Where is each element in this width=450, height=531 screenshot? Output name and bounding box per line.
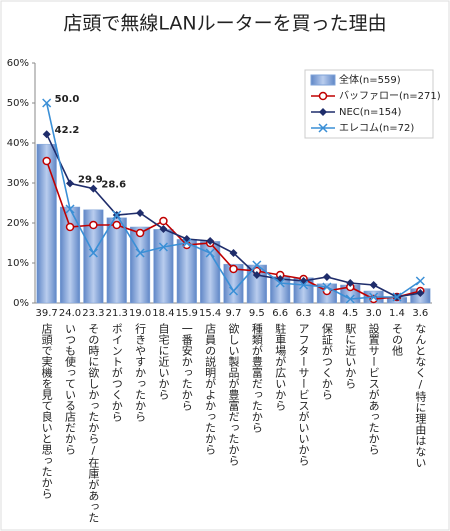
marker [322, 273, 331, 281]
marker [89, 184, 98, 193]
marker [299, 280, 309, 290]
x-tick-label: 店員の説明がよかったから [204, 322, 217, 455]
value-label: 29.9 [78, 174, 103, 185]
bar-value-label: 9.7 [226, 308, 242, 319]
marker [275, 278, 285, 288]
x-tick-label: 行きやすかったから [134, 323, 147, 422]
legend-label: NEC(n=154) [339, 107, 401, 118]
bar-value-label: 18.4 [152, 308, 174, 319]
y-tick-label: 10% [7, 258, 29, 269]
bar-value-label: 9.5 [249, 308, 265, 319]
marker [89, 220, 98, 230]
x-tick-label: いつも使っている店だから [64, 323, 77, 455]
bar-value-label: 4.8 [319, 308, 335, 319]
marker [42, 130, 51, 139]
marker [112, 210, 122, 220]
x-tick-label: その時に欲しかったから/在庫があった [87, 323, 100, 523]
y-tick-label: 30% [7, 178, 29, 189]
marker [415, 276, 425, 286]
marker [345, 294, 355, 304]
chart-title: 店頭で無線LANルーターを買った理由 [63, 13, 386, 35]
bar-value-label: 15.4 [199, 308, 221, 319]
marker [229, 264, 238, 274]
marker [318, 123, 328, 133]
marker [182, 238, 192, 248]
x-tick-label: 欲しい製品が豊富だったから [227, 322, 240, 466]
marker [65, 204, 75, 214]
value-label: 50.0 [55, 94, 80, 105]
bar [130, 226, 151, 304]
bar-value-label: 1.4 [389, 308, 405, 319]
x-tick-label: 保証がつくから [320, 322, 333, 400]
bar-value-label: 19.0 [129, 308, 151, 319]
bar-value-label: 6.3 [296, 308, 312, 319]
bar-value-label: 21.3 [106, 308, 128, 319]
bar-value-label: 3.0 [366, 308, 382, 319]
y-tick-label: 0% [13, 298, 29, 309]
value-label: 28.6 [101, 180, 126, 191]
bar-value-label: 39.7 [36, 308, 58, 319]
marker [252, 271, 261, 279]
bar-value-label: 3.6 [412, 308, 428, 319]
marker [228, 286, 239, 296]
marker [346, 279, 355, 287]
marker [42, 98, 52, 108]
bar-value-label: 15.9 [176, 308, 198, 319]
bar [223, 263, 244, 304]
x-tick-label: アフターサービスがいいから [297, 323, 310, 466]
marker [158, 242, 168, 252]
x-tick-label: ポイントがつくから [110, 323, 123, 422]
marker [66, 179, 75, 188]
legend-label: バッファロー(n=271) [339, 90, 441, 102]
x-tick-label: 駅に近いから [344, 323, 357, 389]
value-label: 42.2 [55, 125, 80, 136]
y-tick-label: 20% [7, 218, 29, 229]
marker [369, 281, 378, 289]
marker [159, 225, 168, 233]
bar [83, 209, 104, 304]
marker [392, 292, 402, 302]
x-tick-label: 自宅に近いから [157, 323, 170, 400]
marker [159, 216, 168, 226]
y-tick-label: 50% [7, 98, 29, 109]
marker [42, 156, 51, 166]
x-tick-label: 店頭で実機を見て良いと思ったから [40, 322, 53, 499]
bar-value-label: 23.3 [82, 308, 104, 319]
x-tick-label: 駐車場が広いから [274, 322, 287, 411]
marker [112, 220, 121, 230]
x-tick-label: 一番安かったから [180, 323, 193, 411]
marker [322, 282, 332, 292]
marker [136, 209, 145, 217]
x-tick-label: その他 [390, 323, 403, 356]
marker [416, 289, 425, 297]
legend-swatch [310, 74, 336, 86]
marker [206, 237, 215, 245]
bar-value-label: 24.0 [59, 308, 81, 319]
marker [135, 228, 145, 238]
x-tick-label: 種類が豊富だったから [250, 322, 263, 433]
marker [369, 292, 379, 302]
marker [65, 222, 75, 232]
x-tick-label: 設置サービスがあったから [367, 322, 380, 455]
y-tick-label: 40% [7, 138, 29, 149]
bar [106, 217, 127, 304]
legend-label: 全体(n=559) [339, 73, 401, 86]
marker [252, 260, 262, 270]
bar [153, 229, 174, 304]
marker [318, 91, 328, 101]
marker [205, 248, 215, 258]
y-tick-label: 60% [7, 58, 29, 69]
bar-value-label: 6.6 [272, 308, 288, 319]
marker [88, 248, 98, 258]
bar [36, 143, 57, 304]
marker [319, 108, 327, 116]
legend-label: エレコム(n=72) [339, 122, 414, 134]
marker [229, 249, 238, 257]
x-tick-label: なんとなく/特に理由はない [414, 323, 427, 468]
bar-value-label: 4.5 [342, 308, 358, 319]
marker [135, 248, 145, 258]
